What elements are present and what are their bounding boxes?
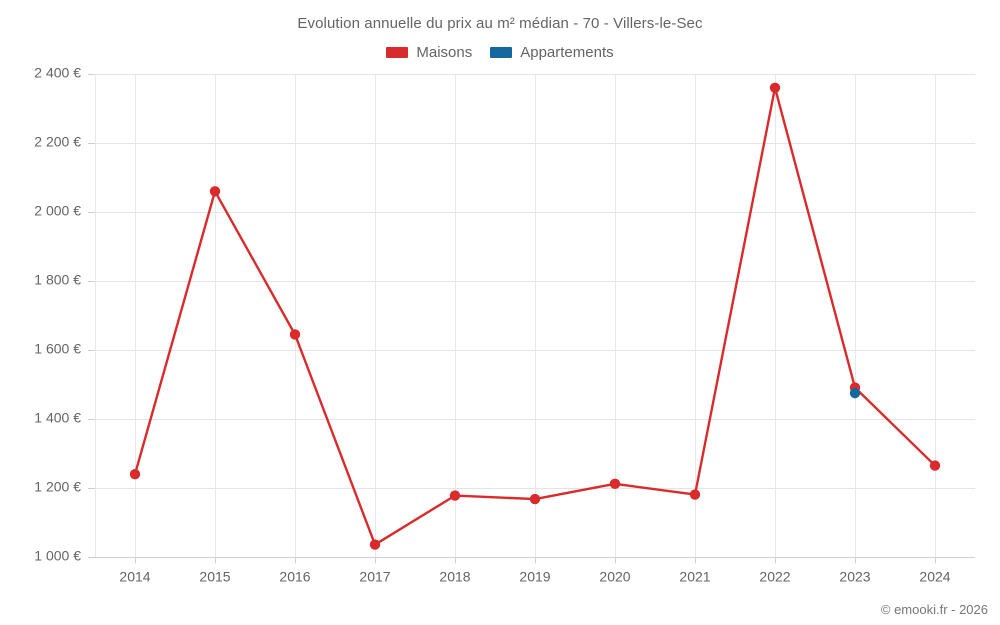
x-axis-tick-label: 2018	[439, 568, 470, 584]
legend-item-appartements[interactable]: Appartements	[490, 44, 614, 61]
data-point-maisons[interactable]	[929, 460, 941, 471]
x-axis-tick-label: 2022	[759, 568, 790, 584]
legend-swatch-maisons	[386, 47, 409, 58]
vertical-grid-layer	[95, 74, 936, 563]
x-axis-tick-label: 2019	[519, 568, 550, 584]
data-point-maisons[interactable]	[689, 489, 701, 500]
x-axis-ticks: 2014 2015 2016 2017 2018 2019 2020 2021 2022 2023…	[119, 568, 950, 584]
data-point-appartements[interactable]	[849, 387, 861, 399]
chart-title: Evolution annuelle du prix au m² médian …	[297, 15, 703, 32]
chart-legend: Maisons Appartements	[0, 44, 1000, 61]
data-point-maisons[interactable]	[529, 493, 541, 505]
x-axis-tick-label: 2023	[839, 568, 870, 584]
y-axis-tick-label: 2 000 €	[34, 203, 81, 219]
footer-credit: © emooki.fr - 2026	[880, 602, 988, 617]
x-axis-tick-label: 2014	[119, 568, 150, 584]
y-axis-tick-label: 1 200 €	[34, 479, 81, 495]
y-axis-tick-label: 1 800 €	[34, 272, 81, 288]
data-point-maisons[interactable]	[769, 82, 781, 94]
y-axis-tick-label: 2 200 €	[34, 134, 81, 150]
legend-item-maisons[interactable]: Maisons	[386, 44, 472, 61]
x-axis-tick-label: 2015	[199, 568, 230, 584]
y-axis-tick-label: 1 400 €	[34, 410, 81, 426]
data-point-maisons[interactable]	[289, 329, 301, 340]
x-axis-tick-label: 2017	[359, 568, 390, 584]
legend-label-appartements: Appartements	[520, 44, 614, 61]
data-point-maisons[interactable]	[369, 539, 381, 550]
x-axis-tick-label: 2020	[599, 568, 630, 584]
x-axis-tick-label: 2021	[679, 568, 710, 584]
legend-label-maisons: Maisons	[416, 44, 473, 61]
x-axis-tick-label: 2024	[919, 568, 950, 584]
x-axis-tick-label: 2016	[279, 568, 310, 584]
data-point-maisons[interactable]	[209, 186, 221, 197]
data-point-maisons[interactable]	[609, 478, 621, 490]
y-axis-tick-label: 2 400 €	[34, 65, 81, 81]
data-point-maisons[interactable]	[449, 490, 461, 501]
series-layer	[129, 82, 941, 550]
y-axis-ticks: 1 000 € 1 200 € 1 400 € 1 600 € 1 800 € 2 000…	[34, 65, 95, 564]
legend-swatch-appartements	[490, 47, 513, 58]
y-axis-tick-label: 1 000 €	[34, 548, 81, 564]
data-point-maisons[interactable]	[129, 469, 141, 480]
y-axis-tick-label: 1 600 €	[34, 341, 81, 357]
